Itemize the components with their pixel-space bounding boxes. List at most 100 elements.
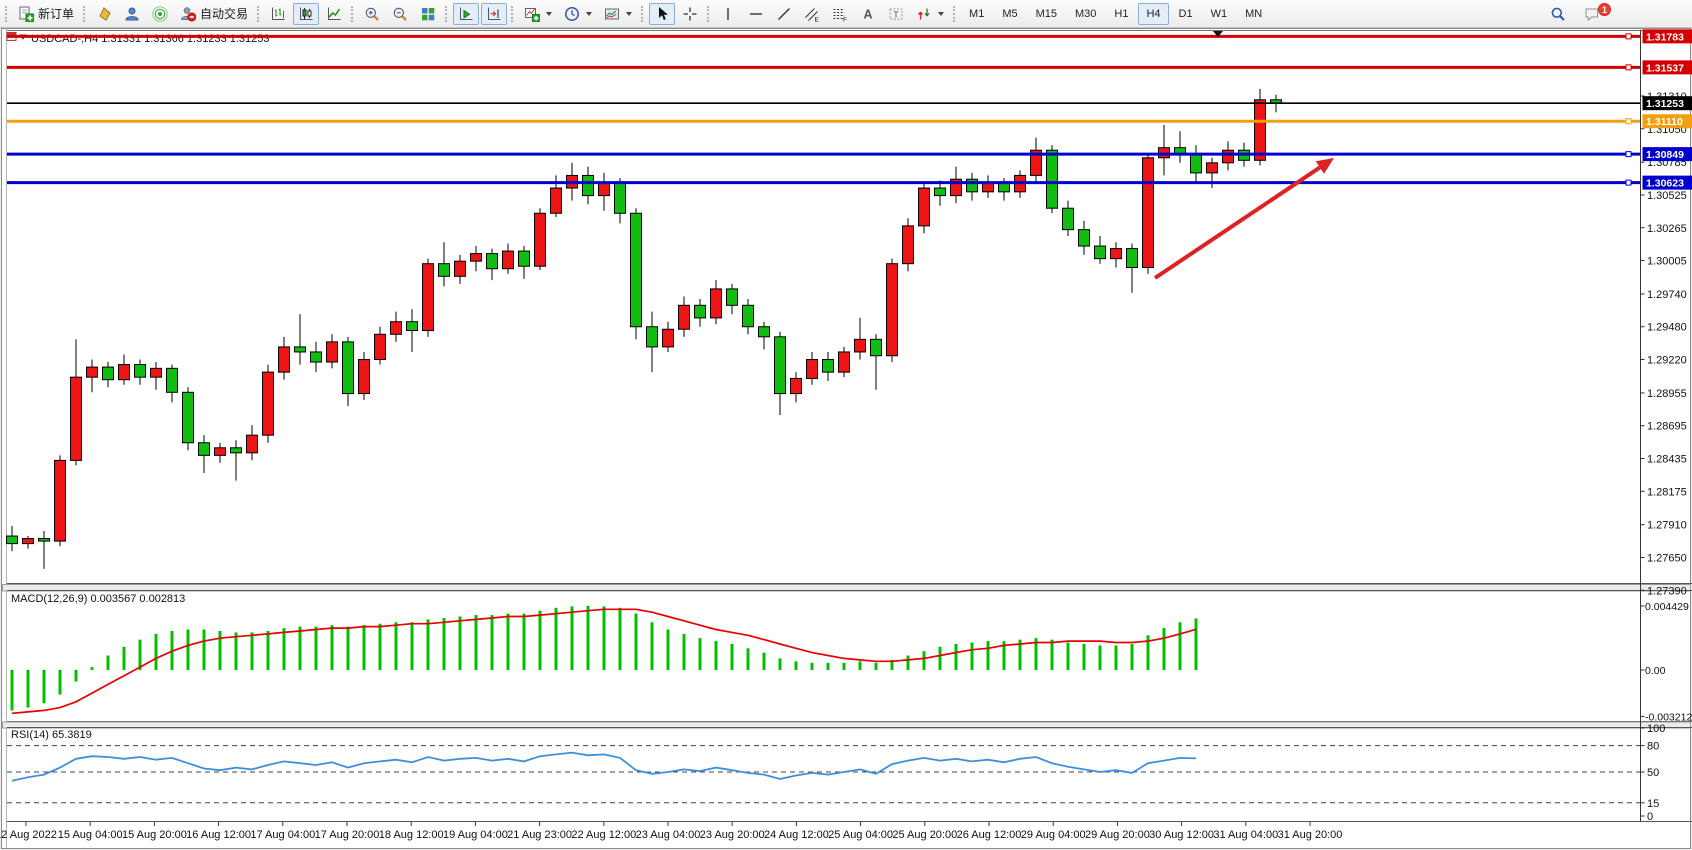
rsi-label: RSI(14) 65.3819: [11, 729, 92, 741]
label-icon: T: [888, 6, 904, 22]
fibonacci-button[interactable]: F: [827, 3, 853, 25]
toolbar-group-scroll: [452, 0, 508, 28]
toolbar-grip: [641, 5, 644, 22]
tf-m5[interactable]: M5: [994, 3, 1025, 25]
chart-window-frame: [1, 28, 1691, 849]
macd-panel[interactable]: MACD(12,26,9) 0.003567 0.002813: [10, 593, 1198, 715]
zoom-in-button[interactable]: [359, 3, 385, 25]
toolbar-grip: [707, 5, 710, 22]
horizontal-line-button[interactable]: [743, 3, 769, 25]
date-label: 12 Aug 2022: [0, 829, 57, 841]
zoom-out-button[interactable]: [387, 3, 413, 25]
chart-shift-button[interactable]: [481, 2, 508, 25]
line-handle[interactable]: [1625, 33, 1632, 40]
chevron-down-icon[interactable]: [938, 11, 945, 16]
tf-m1[interactable]: M1: [961, 3, 992, 25]
date-label: 15 Aug 20:00: [122, 829, 187, 841]
date-label: 30 Aug 12:00: [1149, 829, 1214, 841]
crosshair-button[interactable]: [677, 3, 703, 25]
toolbar-group-trade: 新订单: [12, 0, 80, 28]
expert-advisors-button[interactable]: [119, 3, 145, 25]
price-tick: 1.27910: [1647, 520, 1687, 532]
time-axis[interactable]: 12 Aug 2022 15 Aug 04:00 15 Aug 20:00 16 Au…: [0, 822, 1342, 841]
date-label: 31 Aug 04:00: [1213, 829, 1278, 841]
expert-icon: [124, 6, 140, 22]
line-handle[interactable]: [1625, 118, 1632, 125]
date-label: 17 Aug 04:00: [250, 829, 315, 841]
main-toolbar: 新订单 自动交易 E F A T M1 M5 M15 M30 H1 H4 D1 W1 MN 1: [0, 0, 1692, 28]
tf-d1[interactable]: D1: [1171, 3, 1201, 25]
channel-button[interactable]: E: [799, 3, 825, 25]
tf-mn[interactable]: MN: [1237, 3, 1270, 25]
candlestick-button[interactable]: [293, 2, 320, 25]
periods-button[interactable]: [559, 3, 597, 25]
tf-w1-label: W1: [1210, 7, 1228, 20]
trendline-icon: [776, 6, 792, 22]
signal-icon: [152, 5, 168, 22]
panel-borders: [2, 30, 1692, 822]
date-label: 19 Aug 04:00: [443, 829, 508, 841]
cursor-button[interactable]: [649, 2, 676, 25]
fibonacci-icon: F: [832, 6, 848, 23]
autotrading-button[interactable]: 自动交易: [175, 3, 253, 25]
cursor-icon: [654, 6, 670, 22]
toolbar-grip: [83, 5, 86, 22]
tf-m30-label: M30: [1075, 7, 1097, 20]
macd-label: MACD(12,26,9) 0.003567 0.002813: [11, 593, 185, 605]
candlestick-icon: [298, 6, 314, 22]
market-signal-button[interactable]: [147, 3, 173, 25]
price-badge-1.31110: 1.31110: [1642, 114, 1692, 129]
rsi-tick: 50: [1647, 767, 1659, 779]
indicators-button[interactable]: [519, 3, 557, 25]
arrows-button[interactable]: [911, 3, 949, 25]
horizontal-lines[interactable]: [7, 33, 1640, 186]
search-icon: [1550, 6, 1566, 22]
charts-icon: [96, 6, 112, 22]
new-order-button[interactable]: 新订单: [13, 3, 79, 25]
trend-arrow[interactable]: [1153, 158, 1334, 280]
date-label: 29 Aug 04:00: [1021, 829, 1086, 841]
auto-scroll-icon: [458, 6, 474, 22]
trendline-button[interactable]: [771, 3, 797, 25]
tile-windows-button[interactable]: [415, 3, 441, 25]
svg-text:E: E: [815, 16, 820, 22]
date-label: 31 Aug 20:00: [1278, 829, 1343, 841]
channel-icon: E: [804, 6, 820, 23]
text-button[interactable]: A: [855, 3, 881, 25]
line-handle[interactable]: [1625, 179, 1632, 186]
charts-button[interactable]: [91, 3, 117, 25]
chevron-down-icon[interactable]: [546, 11, 553, 16]
price-tick: 1.30525: [1647, 190, 1687, 202]
rsi-tick: 15: [1647, 798, 1659, 810]
rsi-panel[interactable]: RSI(14) 65.3819: [7, 729, 1640, 804]
tf-w1[interactable]: W1: [1203, 3, 1236, 25]
auto-scroll-button[interactable]: [453, 2, 480, 25]
tf-m15[interactable]: M15: [1028, 3, 1065, 25]
date-label: 23 Aug 04:00: [636, 829, 701, 841]
toolbar-group-workspace: 自动交易: [90, 0, 254, 28]
rsi-line: [11, 751, 1197, 782]
chart-title-text: USDCAD-,H4 1.31331 1.31366 1.31233 1.312…: [31, 33, 270, 45]
chevron-down-icon[interactable]: [586, 11, 593, 16]
date-label: 21 Aug 23:00: [507, 829, 572, 841]
templates-button[interactable]: [599, 3, 637, 25]
price-tick: 1.28695: [1647, 421, 1687, 433]
tf-h4[interactable]: H4: [1138, 2, 1169, 25]
vertical-line-button[interactable]: [715, 3, 741, 25]
price-axis[interactable]: 1.313101.310501.307851.305251.302651.300…: [1640, 29, 1692, 823]
line-handle[interactable]: [1625, 64, 1632, 71]
crosshair-icon: [682, 6, 698, 22]
line-chart-button[interactable]: [321, 3, 347, 25]
toolbar-group-chart-type: [264, 0, 348, 28]
line-handle[interactable]: [1625, 151, 1632, 158]
notifications-button[interactable]: 1: [1579, 2, 1611, 25]
chevron-down-icon[interactable]: [626, 11, 633, 16]
tf-h1[interactable]: H1: [1106, 3, 1136, 25]
bar-chart-button[interactable]: [265, 3, 291, 25]
tf-h1-label: H1: [1114, 7, 1129, 20]
toolbar-grip: [5, 5, 8, 22]
tf-m30[interactable]: M30: [1067, 3, 1104, 25]
text-label-button[interactable]: T: [883, 3, 909, 25]
search-button[interactable]: [1545, 3, 1571, 25]
